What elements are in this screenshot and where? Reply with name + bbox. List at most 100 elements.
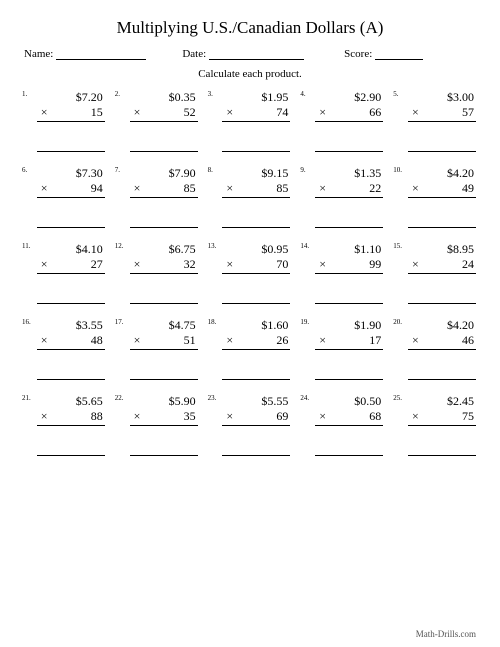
- problem: 22.$5.90×35: [117, 394, 198, 456]
- multiplier: 24: [462, 257, 474, 272]
- multiply-symbol: ×: [130, 181, 141, 196]
- problem: 21.$5.65×88: [24, 394, 105, 456]
- multiply-symbol: ×: [315, 105, 326, 120]
- answer-line[interactable]: [222, 302, 290, 304]
- multiplier: 68: [369, 409, 381, 424]
- problem-number: 15.: [393, 242, 402, 250]
- multiplier: 99: [369, 257, 381, 272]
- problem-stack: $3.00×57: [408, 90, 476, 122]
- problem-stack: $9.15×85: [222, 166, 290, 198]
- answer-line[interactable]: [315, 302, 383, 304]
- multiplier-row: ×46: [408, 333, 476, 350]
- problem-number: 5.: [393, 90, 398, 98]
- answer-line[interactable]: [408, 302, 476, 304]
- multiply-symbol: ×: [222, 181, 233, 196]
- problem: 15.$8.95×24: [395, 242, 476, 304]
- multiplier: 22: [369, 181, 381, 196]
- worksheet-page: Multiplying U.S./Canadian Dollars (A) Na…: [0, 0, 500, 647]
- answer-line[interactable]: [408, 378, 476, 380]
- problem-number: 9.: [300, 166, 305, 174]
- multiplier-row: ×35: [130, 409, 198, 426]
- problem-stack: $5.90×35: [130, 394, 198, 426]
- date-blank[interactable]: [209, 59, 304, 60]
- multiplier: 94: [91, 181, 103, 196]
- answer-line[interactable]: [222, 454, 290, 456]
- answer-line[interactable]: [37, 378, 105, 380]
- multiplicand: $1.10: [315, 242, 383, 257]
- answer-line[interactable]: [315, 378, 383, 380]
- answer-line[interactable]: [408, 454, 476, 456]
- answer-line[interactable]: [222, 378, 290, 380]
- answer-line[interactable]: [37, 150, 105, 152]
- problem-number: 3.: [208, 90, 213, 98]
- multiplier-row: ×88: [37, 409, 105, 426]
- multiplier-row: ×22: [315, 181, 383, 198]
- problem-stack: $7.90× 85: [130, 166, 198, 198]
- multiplier: 85: [184, 181, 196, 196]
- answer-line[interactable]: [130, 302, 198, 304]
- name-blank[interactable]: [56, 59, 146, 60]
- instruction-text: Calculate each product.: [24, 68, 476, 80]
- multiply-symbol: ×: [408, 333, 419, 348]
- problem-number: 11.: [22, 242, 31, 250]
- answer-line[interactable]: [130, 378, 198, 380]
- multiplier-row: ×68: [315, 409, 383, 426]
- problems-grid: 1.$7.20×152.$0.35×523.$1.95×744.$2.90×66…: [24, 90, 476, 456]
- answer-line[interactable]: [408, 150, 476, 152]
- problem: 4.$2.90×66: [302, 90, 383, 152]
- date-label: Date:: [182, 48, 206, 60]
- answer-line[interactable]: [37, 454, 105, 456]
- multiplier-row: × 27: [37, 257, 105, 274]
- answer-line[interactable]: [222, 226, 290, 228]
- multiply-symbol: ×: [37, 257, 48, 272]
- answer-line[interactable]: [130, 226, 198, 228]
- problem: 14.$1.10×99: [302, 242, 383, 304]
- problem-stack: $0.50×68: [315, 394, 383, 426]
- problem: 16. $3.55×48: [24, 318, 105, 380]
- problem: 17.$4.75×51: [117, 318, 198, 380]
- multiplier: 48: [91, 333, 103, 348]
- problem: 3.$1.95×74: [210, 90, 291, 152]
- answer-line[interactable]: [37, 302, 105, 304]
- answer-line[interactable]: [315, 226, 383, 228]
- problem: 23.$5.55×69: [210, 394, 291, 456]
- multiplier-row: ×48: [37, 333, 105, 350]
- answer-line[interactable]: [408, 226, 476, 228]
- answer-line[interactable]: [315, 454, 383, 456]
- problem-stack: $0.35×52: [130, 90, 198, 122]
- multiplicand: $4.10: [37, 242, 105, 257]
- answer-line[interactable]: [130, 150, 198, 152]
- multiplier-row: ×57: [408, 105, 476, 122]
- multiplier-row: ×94: [37, 181, 105, 198]
- multiplicand: $0.35: [130, 90, 198, 105]
- multiplier-row: ×51: [130, 333, 198, 350]
- multiplicand: $5.90: [130, 394, 198, 409]
- multiplicand: $4.20: [408, 318, 476, 333]
- multiply-symbol: ×: [315, 257, 326, 272]
- multiplier-row: ×32: [130, 257, 198, 274]
- problem: 6.$7.30×94: [24, 166, 105, 228]
- answer-line[interactable]: [222, 150, 290, 152]
- score-blank[interactable]: [375, 59, 423, 60]
- problem: 7.$7.90×85: [117, 166, 198, 228]
- multiply-symbol: ×: [408, 409, 419, 424]
- multiply-symbol: ×: [315, 333, 326, 348]
- answer-line[interactable]: [130, 454, 198, 456]
- multiply-symbol: ×: [222, 409, 233, 424]
- problem-number: 25.: [393, 394, 402, 402]
- name-label: Name:: [24, 48, 53, 60]
- problem-number: 20.: [393, 318, 402, 326]
- problem-number: 16.: [22, 318, 31, 326]
- problem: 25.$2.45×75: [395, 394, 476, 456]
- problem-stack: $1.10× 99: [315, 242, 383, 274]
- problem: 20. $4.20×46: [395, 318, 476, 380]
- problem-number: 10.: [393, 166, 402, 174]
- multiplicand: $7.90: [130, 166, 198, 181]
- answer-line[interactable]: [315, 150, 383, 152]
- problem: 10.$4.20×49: [395, 166, 476, 228]
- multiply-symbol: ×: [130, 257, 141, 272]
- problem-stack: $3.55×48: [37, 318, 105, 350]
- answer-line[interactable]: [37, 226, 105, 228]
- problem-stack: $7.30×94: [37, 166, 105, 198]
- multiplier: 27: [91, 257, 103, 272]
